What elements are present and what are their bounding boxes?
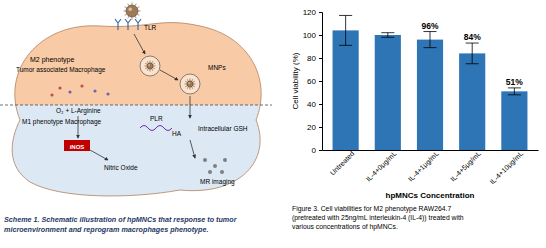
x-tick: IL-4+0μg/mL: [365, 150, 399, 184]
bar: [417, 40, 443, 150]
y-tick: 100: [303, 31, 322, 40]
error-bar: [466, 43, 479, 64]
caption-line: Figure 3. Cell viabilities for M2 phenot…: [292, 205, 451, 213]
y-tick-mark: [319, 104, 322, 105]
substrate-label: O₂ + L-Arginine: [56, 107, 101, 115]
y-tick: 120: [303, 8, 322, 17]
x-tick-label: IL-4+1μg/mL: [407, 150, 441, 184]
bar: [501, 91, 527, 150]
y-tick-label: 100: [303, 31, 317, 40]
x-tick-label: IL-4+0μg/mL: [365, 150, 399, 184]
ha-chain: [140, 126, 172, 131]
data-label: 51%: [506, 77, 523, 87]
inos-box: [64, 140, 90, 151]
bar: [375, 35, 401, 150]
error-bar: [508, 88, 521, 95]
error-bar: [423, 32, 436, 48]
figure-caption: Figure 3. Cell viabilities for M2 phenot…: [292, 205, 464, 231]
mr-imaging-label: MR imaging: [200, 178, 235, 186]
y-tick-label: 120: [303, 8, 317, 17]
arrow: [190, 96, 191, 118]
arrow: [190, 140, 195, 158]
y-tick-mark: [319, 127, 322, 128]
y-tick-label: 0: [312, 146, 317, 155]
released-particles: [203, 158, 227, 174]
x-axis-title: hpMNCs Concentration: [386, 191, 475, 200]
caption-line: Scheme 1. Schematic illustration of hpMN…: [4, 215, 238, 224]
cell-outline: [12, 23, 261, 196]
x-axis-line: [323, 150, 539, 151]
x-tick-label: IL-4+10μg/mL: [489, 150, 526, 187]
plot-marks: [333, 15, 528, 150]
endosome: [140, 56, 160, 76]
error-bar: [339, 15, 352, 45]
y-tick: 80: [307, 54, 322, 63]
scheme-caption: Scheme 1. Schematic illustration of hpMN…: [4, 215, 238, 234]
tlr-receptor: [115, 19, 141, 30]
y-tick-mark: [319, 12, 322, 13]
x-tick: IL-4+5μg/mL: [449, 150, 483, 184]
y-tick-mark: [319, 81, 322, 82]
y-tick-label: 60: [307, 77, 316, 86]
m2-subtitle: Tumor associated Macrophage: [16, 66, 106, 74]
caption-line: microenvironment and reprogram macrophag…: [4, 225, 209, 234]
y-tick-mark: [319, 35, 322, 36]
y-tick: 20: [307, 123, 322, 132]
y-axis: 0 20 40 60 80 100 120: [303, 8, 323, 155]
arrow: [134, 34, 145, 54]
nitric-oxide-label: Nitric Oxide: [104, 164, 138, 171]
m1-region: [0, 105, 280, 205]
caption-line: (pretreated with 25ng/mL interleukin-4 (…: [292, 214, 464, 222]
figure: M2 phenotype Tumor associated Macrophage T…: [0, 0, 546, 248]
arrow: [160, 70, 178, 80]
y-tick: 40: [307, 100, 322, 109]
bar: [459, 53, 485, 150]
endosome: [180, 74, 200, 94]
nanoparticle: [124, 3, 141, 20]
error-bar: [381, 33, 394, 38]
m1-title: M1 phenotype Macrophage: [22, 118, 102, 126]
nanoparticle: [145, 61, 156, 72]
x-tick-label: Untreated: [329, 150, 356, 177]
data-label: 84%: [464, 32, 481, 42]
y-tick-mark: [319, 58, 322, 59]
bar: [333, 30, 359, 150]
x-axis: Untreated IL-4+0μg/mLIL-4+1μg/mLIL-4+5μg/…: [323, 150, 539, 187]
inos-label: iNOS: [70, 144, 85, 150]
m2-title: M2 phenotype: [30, 56, 74, 64]
y-tick: 60: [307, 77, 322, 86]
cytokines: [50, 84, 109, 96]
y-axis-title: Cell viability (%): [291, 52, 300, 109]
y-tick-mark: [319, 150, 322, 151]
m2-region: [0, 0, 280, 105]
x-tick: IL-4+10μg/mL: [489, 150, 526, 187]
data-label: 96%: [421, 21, 438, 31]
y-tick: 0: [312, 146, 322, 155]
chart: 020406080100120UntreatedIL-4+0μg/mLIL-4+…: [291, 8, 539, 200]
mnps-label: MNPs: [208, 64, 226, 71]
y-tick-label: 80: [307, 54, 316, 63]
gsh-label: Intracellular GSH: [198, 125, 248, 132]
y-tick-label: 40: [307, 100, 316, 109]
caption-line: various concentrations of hpMNCs.: [292, 223, 398, 231]
x-tick: Untreated: [329, 150, 356, 177]
scheme: M2 phenotype Tumor associated Macrophage T…: [0, 0, 280, 205]
y-tick-label: 20: [307, 123, 316, 132]
x-tick: IL-4+1μg/mL: [407, 150, 441, 184]
nanoparticle: [185, 79, 196, 90]
ha-label: HA: [172, 130, 182, 137]
y-axis-line: [319, 13, 323, 151]
plr-label: PLR: [150, 115, 163, 122]
x-tick-label: IL-4+5μg/mL: [449, 150, 483, 184]
divider: [0, 105, 272, 106]
tlr-label: TLR: [144, 24, 157, 31]
arrow: [90, 150, 108, 160]
